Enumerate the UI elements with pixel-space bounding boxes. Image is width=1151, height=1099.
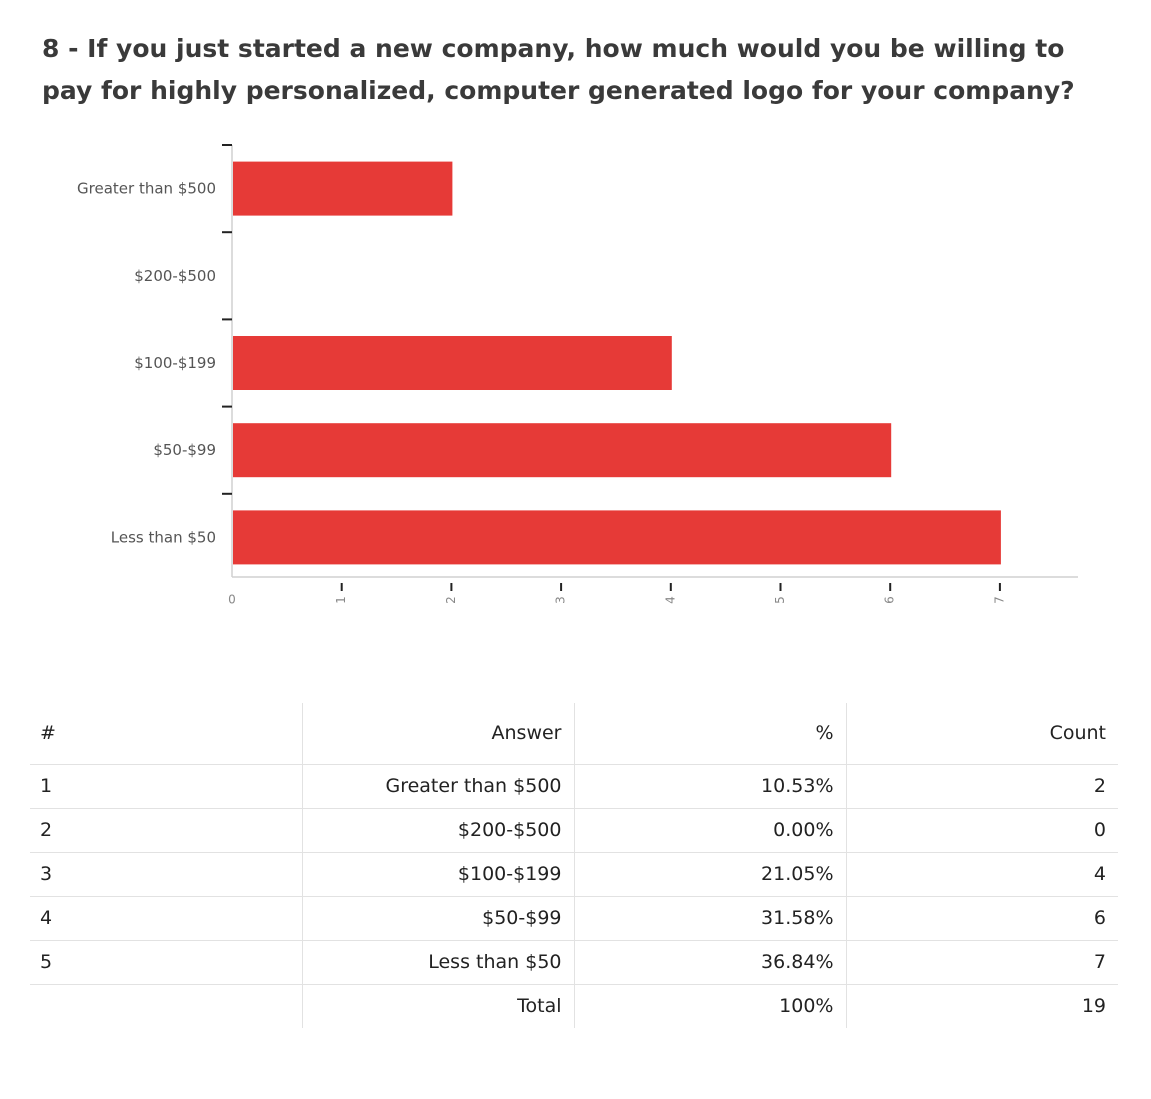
row-answer: $100-$199 <box>301 852 574 897</box>
table-row: 1 Greater than $500 10.53% 2 <box>30 764 1118 809</box>
table-total-row: Total 100% 19 <box>30 984 1118 1028</box>
table-row: 3 $100-$199 21.05% 4 <box>30 852 1118 897</box>
x-tick-label: 2 <box>444 596 458 604</box>
row-percent: 31.58% <box>573 896 846 941</box>
x-tick-label: 4 <box>663 596 677 604</box>
row-number: 2 <box>30 808 302 853</box>
header-percent: % <box>573 703 846 765</box>
row-count: 6 <box>845 896 1118 941</box>
row-answer: Less than $50 <box>301 940 574 985</box>
row-answer: $200-$500 <box>301 808 574 853</box>
header-answer: Answer <box>301 703 574 765</box>
category-label: $50-$99 <box>153 441 216 459</box>
row-percent: 21.05% <box>573 852 846 897</box>
x-tick-label: 1 <box>334 596 348 604</box>
row-count: 4 <box>845 852 1118 897</box>
x-tick-label: 5 <box>773 596 787 604</box>
bar <box>233 423 892 478</box>
header-number: # <box>30 703 302 765</box>
total-number <box>30 984 302 1028</box>
row-count: 7 <box>845 940 1118 985</box>
row-number: 3 <box>30 852 302 897</box>
bar <box>233 161 453 216</box>
total-label: Total <box>301 984 574 1028</box>
category-label: Less than $50 <box>111 528 216 546</box>
row-number: 5 <box>30 940 302 985</box>
row-number: 1 <box>30 764 302 809</box>
bar-chart: Greater than $500 $200-$500 $100-$199 $50-$… <box>77 144 1078 607</box>
category-label: $100-$199 <box>134 354 216 372</box>
table-header-row: # Answer % Count <box>30 703 1118 765</box>
row-percent: 0.00% <box>573 808 846 853</box>
table-row: 2 $200-$500 0.00% 0 <box>30 808 1118 853</box>
x-tick-label: 7 <box>992 596 1006 604</box>
x-tick-label: 3 <box>554 596 568 604</box>
row-count: 0 <box>845 808 1118 853</box>
results-table: # Answer % Count 1 Greater than $500 10.… <box>30 703 1118 1028</box>
question-title: 8 - If you just started a new company, h… <box>42 34 1075 105</box>
total-percent: 100% <box>573 984 846 1028</box>
header-count: Count <box>845 703 1118 765</box>
category-label: $200-$500 <box>134 267 216 285</box>
row-number: 4 <box>30 896 302 941</box>
bar <box>233 336 672 390</box>
row-answer: Greater than $500 <box>301 764 574 809</box>
row-percent: 10.53% <box>573 764 846 809</box>
x-tick-label: 6 <box>883 596 897 604</box>
total-count: 19 <box>845 984 1118 1028</box>
row-answer: $50-$99 <box>301 896 574 941</box>
table-row: 4 $50-$99 31.58% 6 <box>30 896 1118 941</box>
row-count: 2 <box>845 764 1118 809</box>
category-label: Greater than $500 <box>77 180 216 198</box>
x-tick-label: 0 <box>228 593 236 607</box>
row-percent: 36.84% <box>573 940 846 985</box>
table-row: 5 Less than $50 36.84% 7 <box>30 940 1118 985</box>
bar <box>233 510 1001 565</box>
